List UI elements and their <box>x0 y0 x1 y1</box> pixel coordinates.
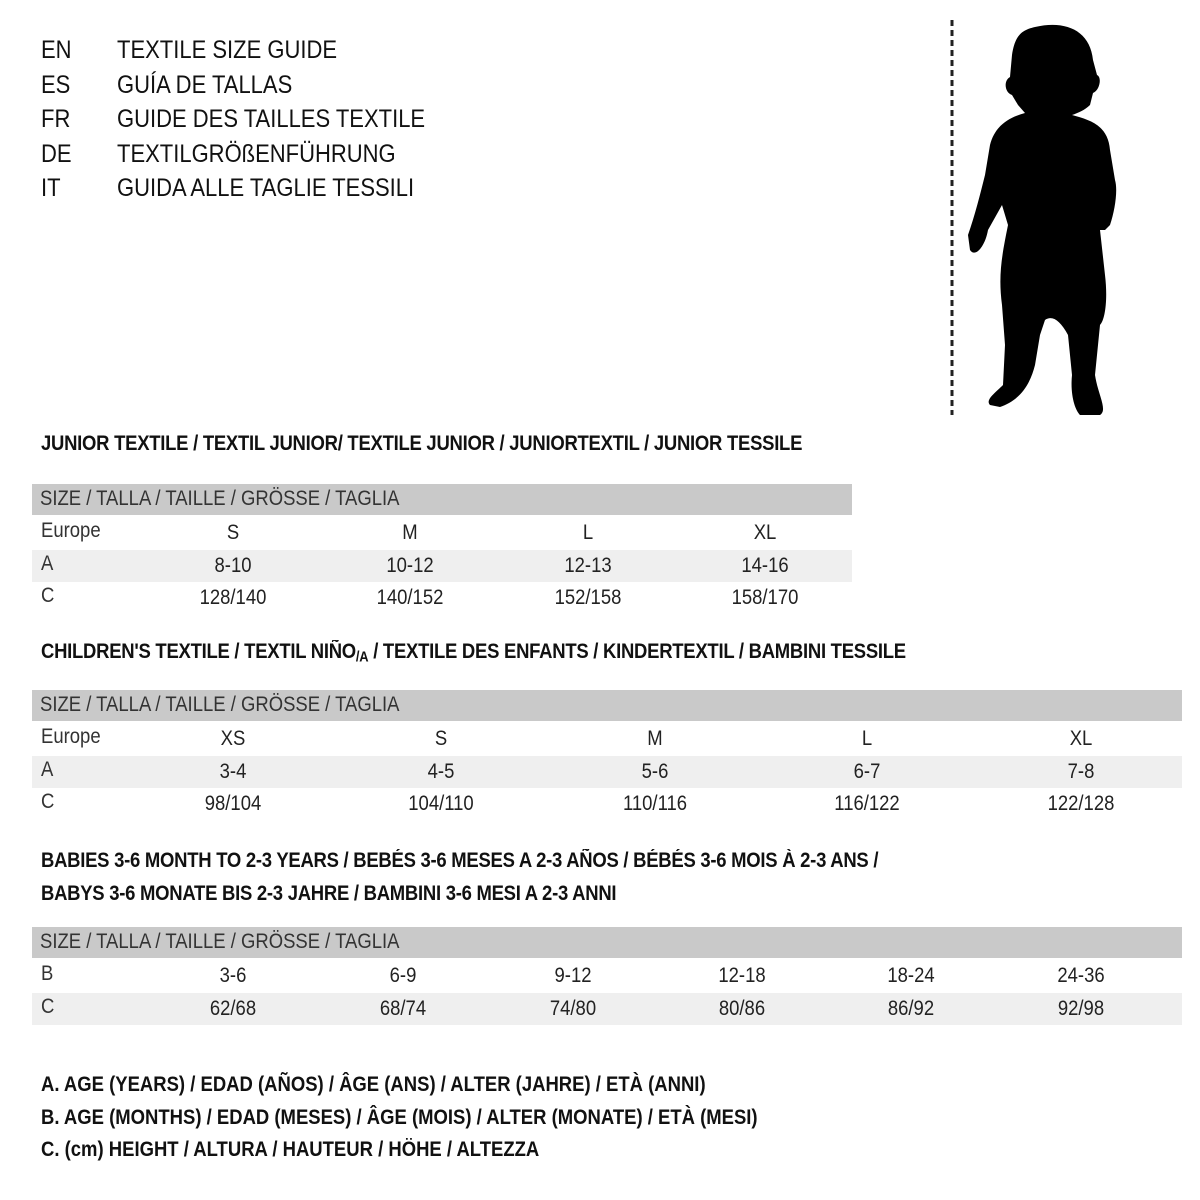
children-heading-sub: /A <box>355 649 369 666</box>
table-cell: 92/98 <box>1057 996 1105 1020</box>
title-code: FR <box>41 105 71 133</box>
table-row: C 98/104 104/110 110/116 116/122 122/128 <box>32 788 1182 820</box>
row-label: C <box>41 584 55 607</box>
table-cell: 74/80 <box>549 996 597 1020</box>
table-header-band: SIZE / TALLA / TAILLE / GRÖSSE / TAGLIA <box>32 484 852 515</box>
title-text: GUIDE DES TAILLES TEXTILE <box>117 105 426 133</box>
title-code: EN <box>41 36 72 64</box>
title-text: GUÍA DE TALLAS <box>117 70 293 99</box>
babies-heading-line2: BABYS 3-6 MONATE BIS 2-3 JAHRE / BAMBINI… <box>41 882 617 905</box>
table-cell: XL <box>753 521 777 544</box>
table-cell: 128/140 <box>199 586 267 609</box>
table-cell: 18-24 <box>887 964 935 987</box>
title-code: ES <box>41 70 71 99</box>
row-label: Europe <box>41 519 101 542</box>
table-cell: 6-7 <box>853 759 881 783</box>
table-cell: 5-6 <box>641 759 669 783</box>
table-header: SIZE / TALLA / TAILLE / GRÖSSE / TAGLIA <box>40 930 400 953</box>
legend-c: C. (cm) HEIGHT / ALTURA / HAUTEUR / HÖHE… <box>41 1138 540 1161</box>
table-cell: 62/68 <box>209 996 257 1020</box>
table-cell: 86/92 <box>887 996 935 1020</box>
table-cell: 152/158 <box>554 586 622 609</box>
table-cell: 3-6 <box>219 964 247 987</box>
row-label: A <box>41 551 54 575</box>
table-header-band: SIZE / TALLA / TAILLE / GRÖSSE / TAGLIA <box>32 927 1182 958</box>
babies-heading-line1: BABIES 3-6 MONTH TO 2-3 YEARS / BEBÉS 3-… <box>41 849 879 872</box>
table-cell: 10-12 <box>386 553 434 577</box>
table-cell: M <box>647 727 663 750</box>
table-cell: M <box>402 521 418 544</box>
row-label: C <box>41 790 55 813</box>
table-cell: 14-16 <box>741 553 789 577</box>
title-code: IT <box>41 174 61 202</box>
table-cell: 6-9 <box>389 964 417 987</box>
row-label: C <box>41 994 55 1018</box>
table-cell: 24-36 <box>1057 964 1105 987</box>
table-cell: 12-18 <box>718 964 766 987</box>
table-cell: 7-8 <box>1067 759 1095 783</box>
children-heading-pre: CHILDREN'S TEXTILE / TEXTIL NIÑO <box>41 640 356 663</box>
table-cell: 98/104 <box>204 792 262 815</box>
table-cell: 9-12 <box>554 964 592 987</box>
table-row: C 128/140 140/152 152/158 158/170 <box>32 582 852 614</box>
table-header-band: SIZE / TALLA / TAILLE / GRÖSSE / TAGLIA <box>32 690 1182 721</box>
junior-heading: JUNIOR TEXTILE / TEXTIL JUNIOR/ TEXTILE … <box>41 432 803 455</box>
title-text: TEXTILGRÖßENFÜHRUNG <box>117 139 396 168</box>
table-cell: 104/110 <box>408 792 474 815</box>
children-heading: CHILDREN'S TEXTILE / TEXTIL NIÑO/A / TEX… <box>41 640 906 666</box>
table-cell: 68/74 <box>379 996 427 1020</box>
table-header: SIZE / TALLA / TAILLE / GRÖSSE / TAGLIA <box>40 487 400 510</box>
title-text: GUIDA ALLE TAGLIE TESSILI <box>117 174 415 202</box>
legend-b: B. AGE (MONTHS) / EDAD (MESES) / ÂGE (MO… <box>41 1106 758 1129</box>
child-silhouette <box>968 24 1117 415</box>
table-cell: 4-5 <box>427 759 455 783</box>
title-text: TEXTILE SIZE GUIDE <box>117 36 338 64</box>
title-code: DE <box>41 139 72 168</box>
table-cell: 12-13 <box>564 553 612 577</box>
table-cell: S <box>226 521 240 544</box>
table-cell: 3-4 <box>219 759 247 783</box>
table-cell: XL <box>1069 727 1093 750</box>
table-cell: S <box>434 727 448 750</box>
children-heading-post: / TEXTILE DES ENFANTS / KINDERTEXTIL / B… <box>368 640 906 663</box>
table-cell: 8-10 <box>214 553 252 577</box>
row-label: A <box>41 757 54 781</box>
table-cell: L <box>861 727 873 750</box>
table-row: B 3-6 6-9 9-12 12-18 18-24 24-36 <box>32 960 1182 992</box>
table-row: A 3-4 4-5 5-6 6-7 7-8 <box>32 755 1182 788</box>
table-row: Europe S M L XL <box>32 517 852 549</box>
table-cell: 140/152 <box>376 586 444 609</box>
row-label: Europe <box>41 725 101 748</box>
table-cell: XS <box>220 727 246 750</box>
table-row: A 8-10 10-12 12-13 14-16 <box>32 549 852 582</box>
table-row: C 62/68 68/74 74/80 80/86 86/92 92/98 <box>32 992 1182 1025</box>
table-row: Europe XS S M L XL <box>32 723 1182 755</box>
table-cell: 80/86 <box>718 996 766 1020</box>
table-cell: 122/128 <box>1047 792 1115 815</box>
table-cell: 110/116 <box>622 792 688 815</box>
table-cell: 158/170 <box>731 586 799 609</box>
row-label: B <box>41 962 54 985</box>
table-header: SIZE / TALLA / TAILLE / GRÖSSE / TAGLIA <box>40 693 400 716</box>
table-cell: L <box>582 521 594 544</box>
child-silhouette-icon: C <box>950 20 1117 415</box>
table-cell: 116/122 <box>834 792 900 815</box>
legend-a: A. AGE (YEARS) / EDAD (AÑOS) / ÂGE (ANS)… <box>41 1073 706 1096</box>
